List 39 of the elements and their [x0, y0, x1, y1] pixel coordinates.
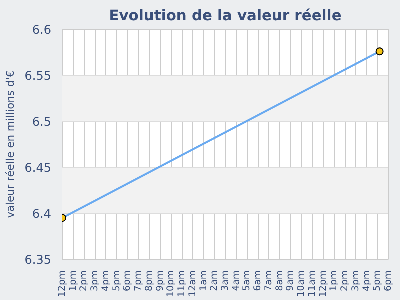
x-tick-label: 4am	[230, 270, 242, 292]
y-tick-label: 6.45	[24, 161, 52, 175]
x-tick-label: 8pm	[144, 270, 155, 292]
x-tick-label: 8am	[274, 270, 286, 292]
x-tick-label: 4pm	[361, 270, 372, 292]
y-tick-label: 6.5	[32, 115, 52, 129]
x-tick-label: 1pm	[68, 270, 79, 292]
y-tick-label: 6.55	[24, 69, 52, 83]
x-tick-label: 6am	[252, 270, 264, 292]
y-tick-label: 6.4	[32, 207, 52, 221]
x-tick-label: 12am	[187, 270, 198, 298]
y-tick-label: 6.6	[32, 23, 52, 37]
x-tick-label: 2pm	[78, 270, 90, 292]
x-tick-label: 12pm	[318, 270, 329, 298]
x-tick-label: 7pm	[133, 270, 144, 292]
x-tick-label: 12pm	[57, 270, 68, 298]
y-axis-title: valeur réelle en millions d'€	[4, 70, 17, 218]
x-tick-label: 9pm	[154, 270, 166, 292]
x-tick-label: 6pm	[383, 270, 394, 292]
x-tick-label: 10pm	[166, 270, 177, 298]
x-tick-label: 2am	[209, 270, 220, 292]
x-tick-label: 3pm	[90, 270, 101, 292]
x-tick-label: 3am	[220, 270, 231, 292]
x-tick-label: 6pm	[122, 270, 134, 292]
x-tick-label: 1pm	[328, 270, 340, 292]
x-tick-label: 11am	[306, 270, 318, 298]
x-tick-label: 9am	[285, 270, 296, 292]
x-tick-label: 5pm	[111, 270, 122, 292]
chart-title: Evolution de la valeur réelle	[109, 8, 342, 24]
x-tick-label: 2pm	[340, 270, 351, 292]
x-tick-label: 4pm	[100, 270, 112, 292]
y-tick-label: 6.35	[24, 253, 52, 267]
x-tick-label: 7am	[263, 270, 274, 292]
x-tick-label: 5pm	[372, 270, 384, 292]
x-tick-label: 10am	[296, 270, 308, 298]
x-tick-label: 3pm	[350, 270, 362, 292]
x-tick-label: 1am	[198, 270, 210, 292]
x-tick-label: 5am	[242, 270, 253, 292]
x-tick-label: 11pm	[176, 270, 188, 298]
